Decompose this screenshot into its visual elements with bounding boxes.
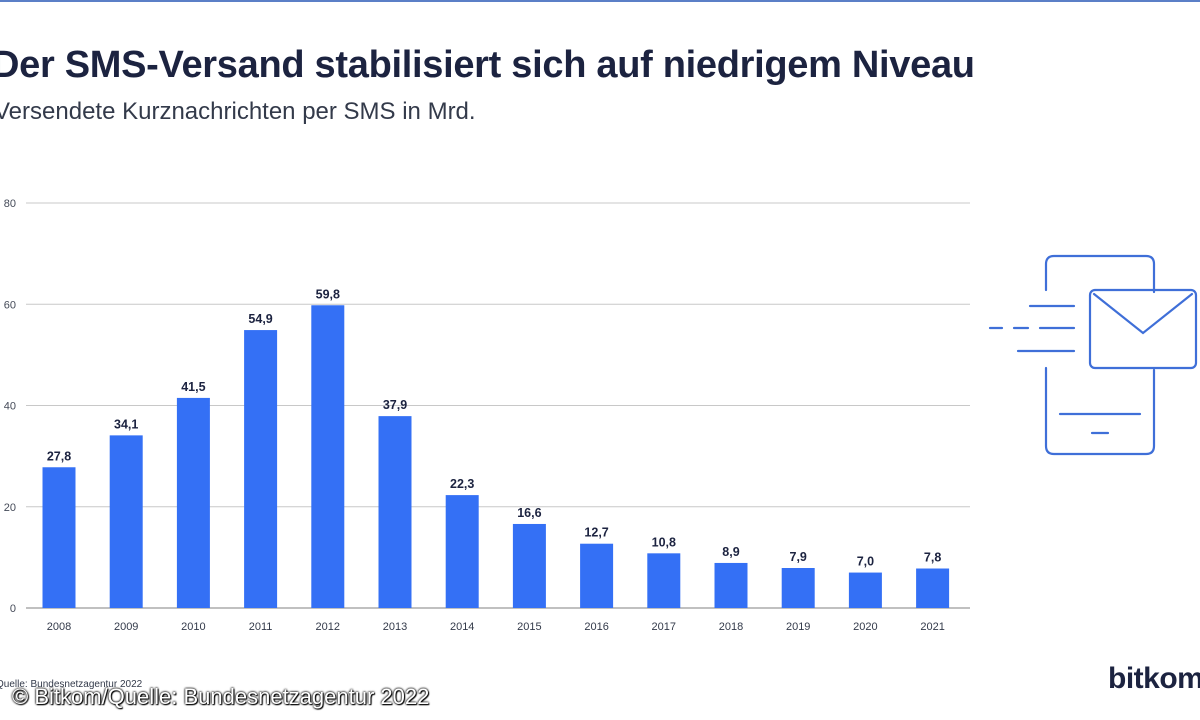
source-note: Quelle: Bundesnetzagentur 2022 xyxy=(0,679,143,690)
phone-outline xyxy=(1044,254,1156,294)
bar xyxy=(916,568,950,608)
bar xyxy=(42,467,76,608)
x-tick-label: 2014 xyxy=(450,621,474,633)
data-label: 7,9 xyxy=(790,550,807,564)
x-tick-label: 2018 xyxy=(719,621,743,633)
data-label: 27,8 xyxy=(47,449,71,463)
bar xyxy=(714,562,748,608)
chart-title: Der SMS-Versand stabilisiert sich auf ni… xyxy=(0,44,975,86)
x-tick-label: 2008 xyxy=(47,621,71,633)
x-tick-label: 2015 xyxy=(517,621,541,633)
x-tick-label: 2010 xyxy=(181,621,205,633)
data-label: 7,0 xyxy=(857,555,874,569)
top-rule xyxy=(0,0,1200,2)
x-tick-label: 2021 xyxy=(920,621,944,633)
phone-outline-lower xyxy=(1044,366,1156,456)
bar xyxy=(781,568,815,608)
x-tick-label: 2019 xyxy=(786,621,810,633)
x-tick-label: 2020 xyxy=(853,621,877,633)
data-label: 7,8 xyxy=(924,551,941,565)
y-tick-label: 0 xyxy=(10,603,16,615)
data-label: 59,8 xyxy=(316,287,340,301)
data-label: 22,3 xyxy=(450,477,474,491)
data-label: 37,9 xyxy=(383,398,407,412)
y-tick-label: 20 xyxy=(4,502,16,514)
x-tick-label: 2017 xyxy=(652,621,676,633)
bitkom-logo: bitkom xyxy=(1108,662,1200,695)
bar xyxy=(176,397,210,608)
bar xyxy=(378,416,412,608)
data-label: 12,7 xyxy=(584,526,608,540)
copyright-watermark: © Bitkom/Quelle: Bundesnetzagentur 2022 xyxy=(12,684,430,709)
y-tick-label: 80 xyxy=(4,198,16,210)
data-label: 16,6 xyxy=(517,506,541,520)
data-label: 34,1 xyxy=(114,417,138,431)
bar xyxy=(445,495,479,608)
envelope-flap xyxy=(1092,292,1194,335)
bar xyxy=(109,435,143,608)
x-tick-label: 2012 xyxy=(316,621,340,633)
y-tick-label: 40 xyxy=(4,401,16,413)
y-tick-label: 60 xyxy=(4,299,16,311)
x-tick-label: 2013 xyxy=(383,621,407,633)
smartphone-sms-icon xyxy=(988,254,1198,456)
bar xyxy=(580,543,614,608)
bar xyxy=(848,572,882,608)
x-tick-label: 2009 xyxy=(114,621,138,633)
data-label: 10,8 xyxy=(652,535,676,549)
data-label: 54,9 xyxy=(248,312,272,326)
x-tick-label: 2016 xyxy=(584,621,608,633)
bar xyxy=(244,330,278,608)
bar xyxy=(647,553,681,608)
data-label: 8,9 xyxy=(722,545,739,559)
envelope-body xyxy=(1088,288,1198,370)
bar xyxy=(512,523,546,608)
data-label: 41,5 xyxy=(181,380,205,394)
x-tick-label: 2011 xyxy=(249,621,273,633)
bar xyxy=(311,305,345,608)
chart-subtitle: Versendete Kurznachrichten per SMS in Mr… xyxy=(0,98,476,125)
